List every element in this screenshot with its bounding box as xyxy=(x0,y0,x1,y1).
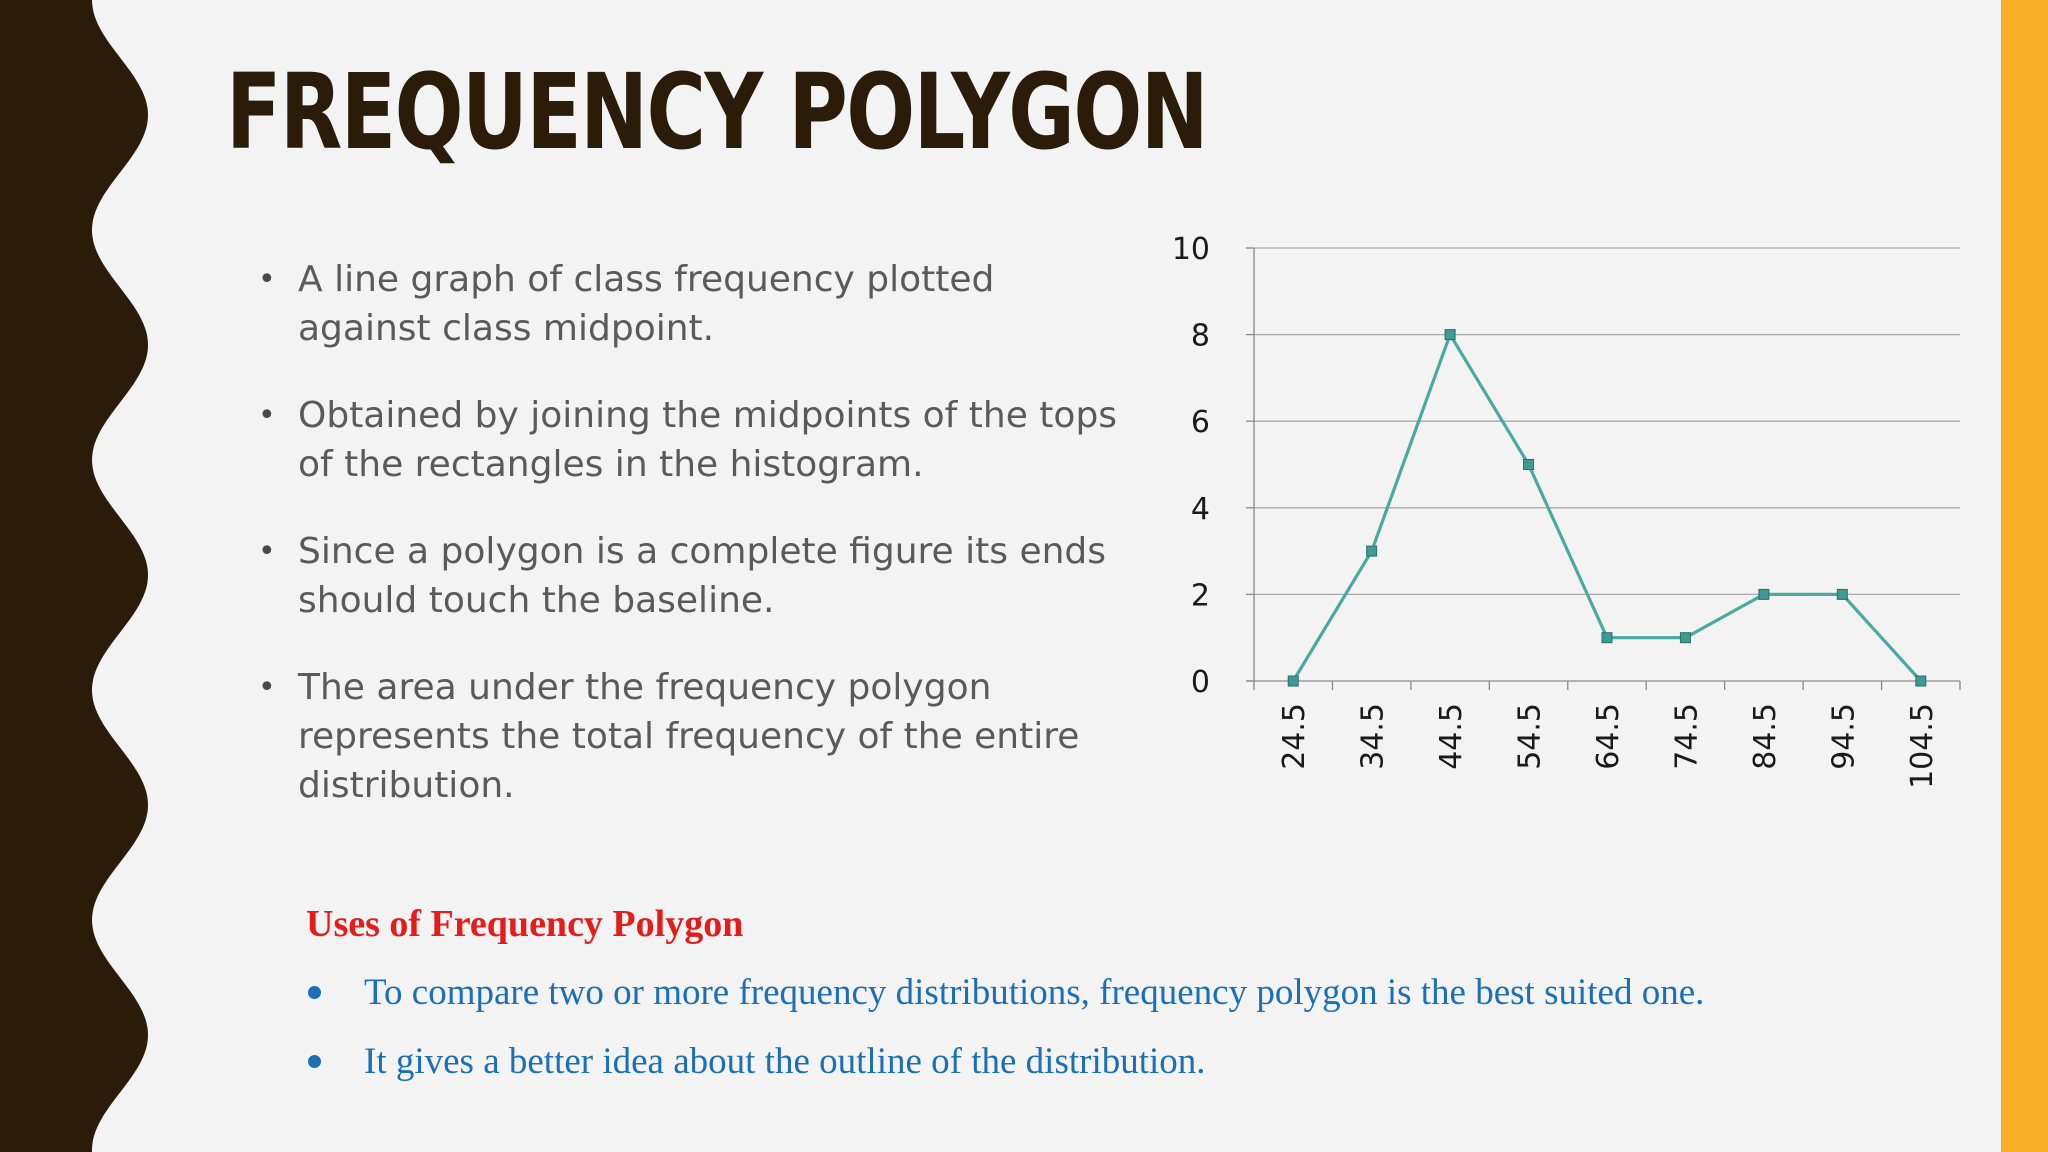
y-tick-label: 4 xyxy=(1191,492,1210,527)
uses-item-text: To compare two or more frequency distrib… xyxy=(364,972,1705,1013)
x-tick-label: 24.5 xyxy=(1277,703,1312,770)
uses-item: It gives a better idea about the outline… xyxy=(306,1035,1704,1104)
bullet-dot-icon: • xyxy=(258,262,276,297)
uses-heading: Uses of Frequency Polygon xyxy=(306,903,744,945)
x-tick-label: 84.5 xyxy=(1748,703,1783,770)
data-point-marker xyxy=(1444,329,1456,341)
accent-side-bar xyxy=(2001,0,2048,1152)
definition-bullet-list: • A line graph of class frequency plotted… xyxy=(258,255,1118,848)
x-tick-label: 94.5 xyxy=(1826,703,1861,770)
frequency-polygon-chart: 0 2 4 6 8 10 24.5 34.5 44.5 54.5 64.5 74.5 84.5 94.5 1… xyxy=(1172,232,1961,789)
bullet-item: • A line graph of class frequency plotted… xyxy=(258,255,1118,353)
bullet-text: Obtained by joining the midpoints of the… xyxy=(298,395,1118,485)
bullet-item: • Since a polygon is a complete figure it… xyxy=(258,527,1118,625)
x-tick-label: 44.5 xyxy=(1434,703,1469,770)
x-tick-label: 34.5 xyxy=(1356,703,1391,770)
data-point-marker xyxy=(1366,545,1378,557)
x-tick-label: 104.5 xyxy=(1905,703,1940,789)
x-tick-label: 74.5 xyxy=(1669,703,1704,770)
data-point-marker xyxy=(1915,675,1927,687)
data-point-marker xyxy=(1836,588,1848,600)
data-point-marker xyxy=(1758,588,1770,600)
bullet-item: • The area under the frequency polygon re… xyxy=(258,663,1118,810)
bullet-text: The area under the frequency polygon rep… xyxy=(298,667,1080,806)
data-point-marker xyxy=(1287,675,1299,687)
bullet-item: • Obtained by joining the midpoints of th… xyxy=(258,391,1118,489)
data-point-marker xyxy=(1523,459,1535,470)
bullet-text: A line graph of class frequency plotted … xyxy=(298,259,995,349)
x-tick-label: 64.5 xyxy=(1591,703,1626,770)
uses-item-text: It gives a better idea about the outline… xyxy=(364,1041,1206,1082)
y-tick-label: 10 xyxy=(1172,232,1210,267)
uses-list: To compare two or more frequency distrib… xyxy=(306,966,1704,1104)
x-tick-label: 54.5 xyxy=(1513,703,1548,770)
y-tick-label: 8 xyxy=(1191,319,1210,354)
data-point-marker xyxy=(1679,632,1691,644)
data-point-marker xyxy=(1601,632,1613,644)
bullet-dot-icon: • xyxy=(258,398,276,433)
wave-shape xyxy=(0,0,148,1152)
y-tick-label: 0 xyxy=(1191,665,1210,700)
bullet-dot-icon: • xyxy=(258,670,276,705)
bullet-dot-icon: • xyxy=(258,534,276,569)
y-tick-label: 6 xyxy=(1191,405,1210,440)
bullet-dot-icon xyxy=(308,986,321,999)
slide-title: FREQUENCY POLYGON xyxy=(226,51,1209,173)
decorative-wave-border xyxy=(0,0,148,1152)
bullet-text: Since a polygon is a complete figure its… xyxy=(298,531,1107,621)
bullet-dot-icon xyxy=(308,1055,321,1068)
y-tick-label: 2 xyxy=(1191,578,1210,613)
uses-item: To compare two or more frequency distrib… xyxy=(306,966,1704,1035)
